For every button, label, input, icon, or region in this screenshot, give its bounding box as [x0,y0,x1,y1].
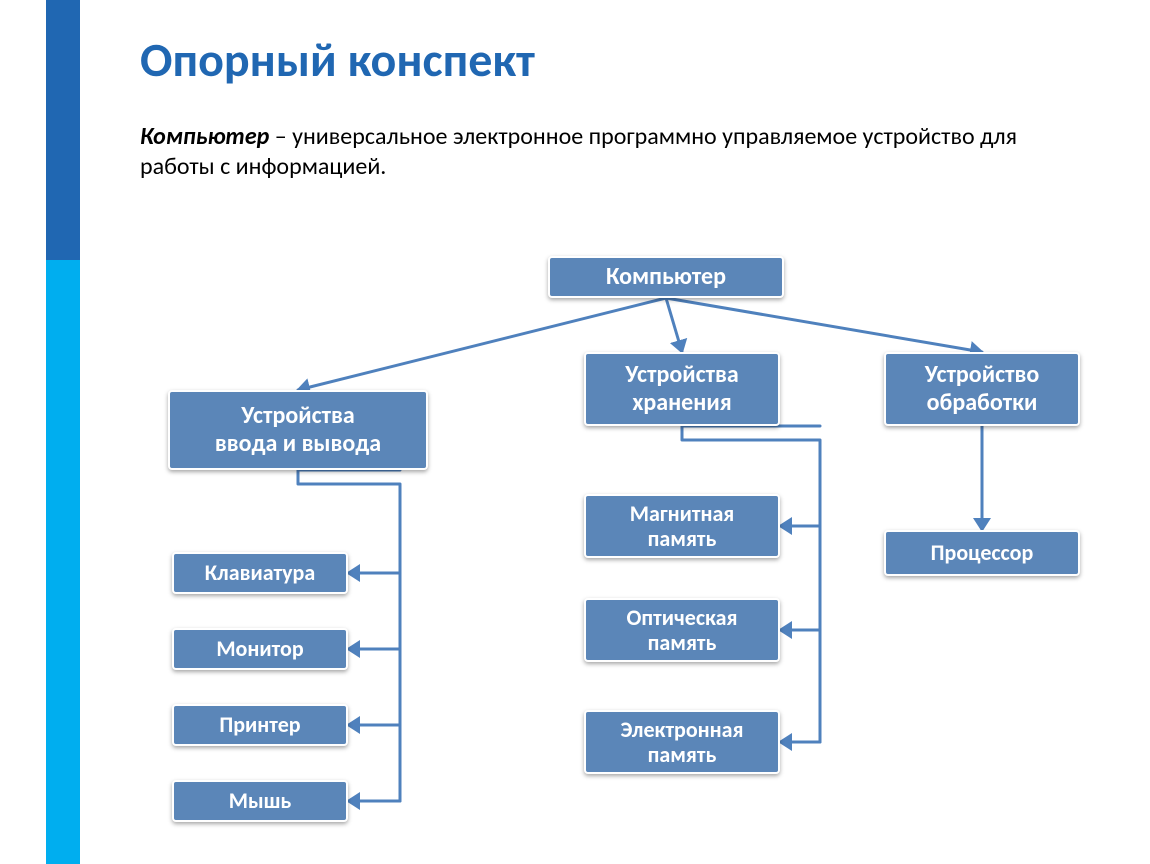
slide-stage: Опорный конспект Компьютер – универсальн… [0,0,1150,864]
definition-dash: – [269,122,292,151]
node-root: Компьютер [548,256,784,298]
node-printer: Принтер [172,704,348,746]
page-title: Опорный конспект [140,30,535,89]
sidebar-bar-top [46,0,80,260]
definition-term: Компьютер [140,122,269,151]
node-storage: Устройства хранения [584,352,780,426]
node-processing: Устройство обработки [884,352,1080,426]
node-optical: Оптическая память [584,598,780,662]
node-cpu: Процессор [884,530,1080,576]
node-keyboard: Клавиатура [172,552,348,594]
node-magnetic: Магнитная память [584,494,780,558]
sidebar-bar-bottom [46,260,80,864]
node-electronic: Электронная память [584,710,780,774]
definition-text: Компьютер – универсальное электронное пр… [140,122,1020,182]
node-mouse: Мышь [172,780,348,822]
node-monitor: Монитор [172,628,348,670]
node-io: Устройства ввода и вывода [168,390,428,470]
